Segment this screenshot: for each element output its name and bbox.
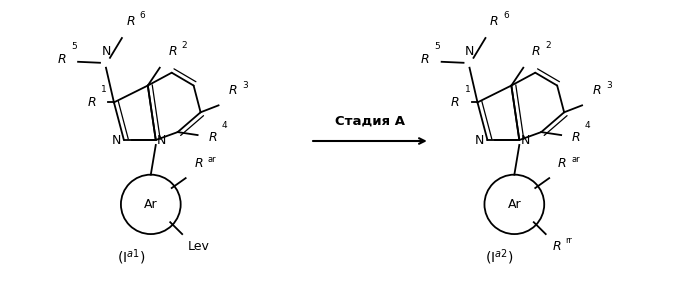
- Text: N: N: [475, 135, 484, 147]
- Text: N: N: [465, 45, 474, 58]
- Text: $R$: $R$: [450, 96, 459, 109]
- Text: Ar: Ar: [507, 198, 521, 211]
- Text: 5: 5: [71, 42, 77, 51]
- Text: ar: ar: [207, 155, 216, 164]
- Circle shape: [121, 175, 181, 234]
- Text: $R$: $R$: [168, 45, 177, 58]
- Text: $R$: $R$: [87, 96, 96, 109]
- Text: $R$: $R$: [193, 157, 203, 170]
- Text: 1: 1: [101, 85, 107, 94]
- Text: N: N: [112, 135, 121, 147]
- Text: Ar: Ar: [144, 198, 158, 211]
- Text: $R$: $R$: [592, 84, 602, 98]
- Text: rr: rr: [565, 236, 572, 245]
- Text: 6: 6: [140, 11, 146, 20]
- Text: 3: 3: [242, 81, 248, 89]
- Text: ar: ar: [571, 155, 580, 164]
- Text: (I$^{a1}$): (I$^{a1}$): [117, 247, 145, 267]
- Text: N: N: [520, 135, 530, 147]
- Text: $R$: $R$: [126, 15, 135, 28]
- Text: 4: 4: [585, 121, 591, 130]
- Circle shape: [484, 175, 544, 234]
- Text: (I$^{a2}$): (I$^{a2}$): [485, 247, 514, 267]
- Text: N: N: [101, 45, 111, 58]
- Text: 5: 5: [435, 42, 440, 51]
- Text: 1: 1: [465, 85, 470, 94]
- Text: 2: 2: [181, 41, 187, 50]
- Text: $R$: $R$: [531, 45, 541, 58]
- Text: 3: 3: [606, 81, 611, 89]
- Text: $R$: $R$: [571, 131, 581, 144]
- Text: $R$: $R$: [207, 131, 217, 144]
- Text: $R$: $R$: [551, 240, 561, 253]
- Text: $R$: $R$: [489, 15, 499, 28]
- Text: N: N: [157, 135, 166, 147]
- Text: $R$: $R$: [57, 53, 66, 66]
- Text: $R$: $R$: [228, 84, 238, 98]
- Text: 2: 2: [545, 41, 551, 50]
- Text: Стадия А: Стадия А: [335, 114, 405, 127]
- Text: $R$: $R$: [557, 157, 567, 170]
- Text: 6: 6: [503, 11, 509, 20]
- Text: Lev: Lev: [188, 240, 210, 253]
- Text: $R$: $R$: [420, 53, 430, 66]
- Text: 4: 4: [221, 121, 227, 130]
